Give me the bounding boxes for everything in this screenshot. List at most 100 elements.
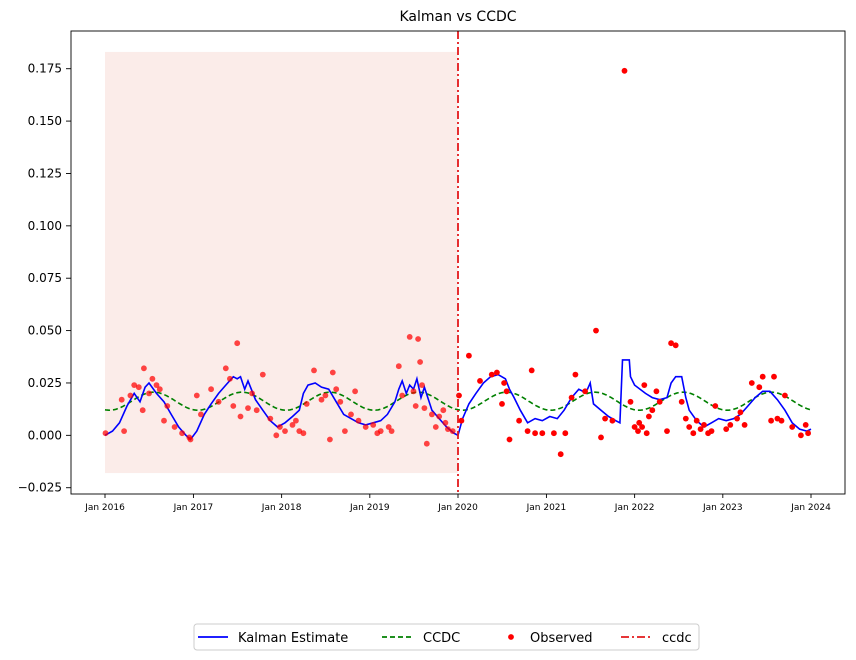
observed-point bbox=[636, 419, 643, 426]
observed-point bbox=[118, 396, 125, 403]
observed-point bbox=[121, 428, 127, 434]
x-tick-label: Jan 2024 bbox=[790, 503, 831, 513]
observed-point bbox=[362, 424, 369, 430]
observed-point bbox=[348, 411, 354, 418]
observed-point bbox=[377, 428, 384, 434]
observed-point bbox=[602, 415, 608, 422]
observed-point bbox=[249, 390, 256, 397]
ccdc-series bbox=[104, 391, 811, 411]
observed-point bbox=[329, 369, 336, 376]
observed-point bbox=[333, 386, 340, 393]
observed-point bbox=[385, 424, 392, 430]
y-axis: −0.025 0.000 0.025 0.050 0.075 0.100 0.125 0.15… bbox=[18, 62, 71, 495]
observed-point bbox=[300, 430, 307, 437]
observed-point bbox=[621, 67, 628, 74]
observed-point bbox=[627, 398, 634, 405]
observed-point bbox=[734, 415, 740, 422]
observed-point bbox=[524, 428, 531, 434]
observed-point bbox=[440, 407, 447, 414]
observed-point bbox=[293, 417, 299, 424]
observed-point bbox=[273, 432, 280, 439]
observed-point bbox=[528, 367, 535, 374]
observed-point bbox=[289, 422, 296, 428]
observed-point bbox=[337, 398, 344, 405]
observed-point bbox=[161, 417, 167, 424]
observed-point bbox=[303, 401, 310, 407]
observed-point bbox=[631, 424, 638, 430]
observed-point bbox=[598, 434, 604, 441]
observed-point bbox=[572, 371, 579, 378]
observed-point bbox=[127, 392, 134, 399]
observed-point bbox=[506, 436, 513, 443]
observed-point bbox=[156, 386, 163, 393]
observed-point bbox=[179, 430, 186, 437]
observed-point bbox=[355, 417, 362, 424]
observed-point bbox=[227, 375, 233, 382]
y-tick-label: 0.150 bbox=[28, 114, 62, 128]
observed-point bbox=[748, 380, 755, 386]
y-tick-label: 0.075 bbox=[28, 271, 62, 285]
observed-point bbox=[672, 342, 679, 349]
x-tick-label: Jan 2020 bbox=[437, 503, 478, 513]
observed-point bbox=[582, 388, 588, 395]
observed-point bbox=[551, 430, 557, 437]
observed-point bbox=[771, 373, 777, 380]
observed-point bbox=[149, 375, 156, 382]
chart-title: Kalman vs CCDC bbox=[399, 9, 516, 25]
legend: Kalman Estimate CCDC Observed ccdc bbox=[193, 623, 700, 651]
observed-point bbox=[102, 430, 109, 437]
observed-point bbox=[318, 396, 325, 403]
observed-point bbox=[562, 430, 569, 437]
observed-point bbox=[322, 392, 329, 399]
observed-point bbox=[395, 363, 402, 370]
observed-point bbox=[141, 365, 147, 372]
y-tick-label: 0.100 bbox=[28, 219, 62, 233]
observed-point bbox=[798, 432, 804, 439]
observed-point bbox=[805, 430, 811, 437]
observed-point bbox=[701, 422, 707, 428]
observed-point bbox=[646, 413, 652, 420]
observed-point bbox=[697, 426, 704, 432]
observed-point bbox=[342, 428, 348, 434]
observed-point bbox=[656, 398, 663, 405]
x-tick-label: Jan 2022 bbox=[614, 503, 655, 513]
observed-point bbox=[388, 428, 395, 434]
observed-point bbox=[432, 424, 439, 430]
observed-point bbox=[593, 327, 599, 334]
observed-point bbox=[436, 413, 443, 420]
observed-point bbox=[421, 405, 428, 411]
observed-point bbox=[139, 407, 146, 414]
observed-point bbox=[245, 405, 251, 411]
observed-point bbox=[410, 388, 417, 395]
observed-point bbox=[477, 378, 483, 384]
observed-point bbox=[723, 426, 730, 432]
observed-point bbox=[499, 401, 505, 407]
x-axis: Jan 2016 Jan 2017 Jan 2018 Jan 2019 Jan 2020… bbox=[84, 494, 831, 513]
y-tick-label: 0.125 bbox=[28, 166, 62, 180]
observed-point bbox=[442, 419, 449, 426]
observed-point bbox=[215, 398, 222, 405]
observed-point bbox=[802, 422, 809, 428]
observed-point bbox=[423, 440, 430, 447]
observed-point bbox=[222, 365, 229, 372]
observed-point bbox=[641, 382, 648, 388]
observed-point bbox=[282, 428, 288, 434]
observed-point bbox=[649, 407, 656, 414]
observed-point bbox=[415, 336, 421, 342]
observed-point bbox=[311, 367, 317, 374]
observed-point bbox=[146, 390, 152, 397]
observed-point bbox=[198, 411, 204, 418]
observed-point bbox=[693, 417, 700, 424]
observed-point bbox=[131, 382, 138, 388]
y-tick-label: 0.175 bbox=[28, 62, 62, 76]
observed-point bbox=[456, 392, 462, 399]
legend-handle-observed bbox=[508, 634, 514, 640]
observed-series bbox=[102, 67, 811, 458]
x-tick-label: Jan 2019 bbox=[349, 503, 390, 513]
observed-point bbox=[164, 403, 171, 409]
observed-point bbox=[488, 371, 495, 378]
observed-point bbox=[370, 422, 377, 428]
x-tick-label: Jan 2021 bbox=[526, 503, 567, 513]
observed-point bbox=[737, 409, 744, 416]
